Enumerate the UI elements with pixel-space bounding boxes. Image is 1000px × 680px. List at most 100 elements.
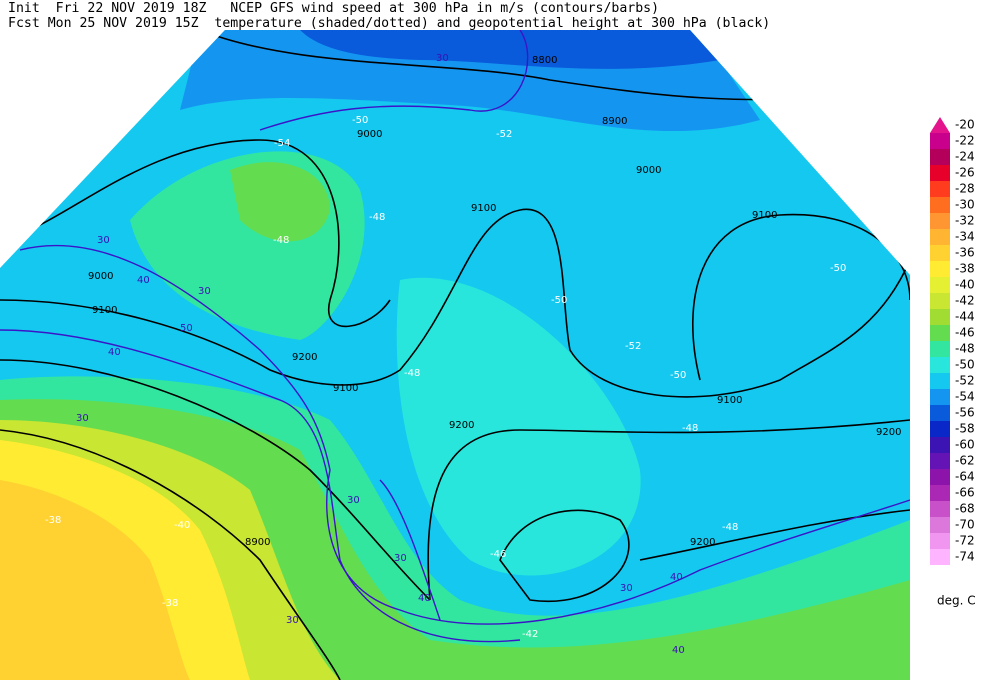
temp-label: -52 bbox=[496, 129, 512, 140]
colorbar-swatch bbox=[930, 437, 950, 453]
colorbar-label: -50 bbox=[955, 358, 975, 372]
height-label: 9000 bbox=[88, 271, 113, 282]
colorbar-swatch bbox=[930, 229, 950, 245]
colorbar-label: -30 bbox=[955, 198, 975, 212]
colorbar-swatch bbox=[930, 517, 950, 533]
colorbar: -20 -22 -24 -26 -28 -30 -32 -34 -36 -38 -40 -42 -44 -… bbox=[930, 117, 975, 565]
temp-label: -38 bbox=[162, 598, 178, 609]
temp-label: -48 bbox=[369, 212, 385, 223]
colorbar-label: -70 bbox=[955, 518, 975, 532]
height-label: 9200 bbox=[876, 427, 901, 438]
colorbar-swatch bbox=[930, 213, 950, 229]
wind-label: 40 bbox=[108, 347, 121, 358]
colorbar-swatch bbox=[930, 293, 950, 309]
colorbar-swatch bbox=[930, 309, 950, 325]
wind-label: 30 bbox=[347, 495, 360, 506]
wind-label: 30 bbox=[436, 53, 449, 64]
header-line: Init Fri 22 NOV 2019 18Z NCEP GFS wind s… bbox=[8, 1, 660, 16]
temp-label: -50 bbox=[670, 370, 686, 381]
colorbar-swatch bbox=[930, 389, 950, 405]
field bbox=[230, 162, 330, 242]
colorbar-label: -48 bbox=[955, 342, 975, 356]
colorbar-label: -40 bbox=[955, 278, 975, 292]
colorbar-label: -20 bbox=[955, 118, 975, 132]
colorbar-swatch bbox=[930, 533, 950, 549]
colorbar-swatch bbox=[930, 373, 950, 389]
temp-label: -48 bbox=[273, 235, 289, 246]
temp-label: -42 bbox=[522, 629, 538, 640]
colorbar-label: -54 bbox=[955, 390, 975, 404]
temp-label: -50 bbox=[830, 263, 846, 274]
wind-label: 50 bbox=[180, 323, 193, 334]
height-label: 9200 bbox=[690, 537, 715, 548]
colorbar-swatch bbox=[930, 405, 950, 421]
wind-label: 40 bbox=[670, 572, 683, 583]
temp-label: -38 bbox=[45, 515, 61, 526]
colorbar-swatch bbox=[930, 149, 950, 165]
colorbar-label: -68 bbox=[955, 502, 975, 516]
colorbar-label: -32 bbox=[955, 214, 975, 228]
colorbar-swatch bbox=[930, 421, 950, 437]
colorbar-swatch bbox=[930, 453, 950, 469]
field bbox=[0, 480, 190, 680]
colorbar-label: -44 bbox=[955, 310, 975, 324]
wind-label: 40 bbox=[672, 645, 685, 656]
colorbar-unit: deg. C bbox=[937, 594, 976, 608]
colorbar-swatch bbox=[930, 277, 950, 293]
colorbar-swatch bbox=[930, 325, 950, 341]
colorbar-swatch bbox=[930, 245, 950, 261]
colorbar-swatch bbox=[930, 549, 950, 565]
colorbar-label: -26 bbox=[955, 166, 975, 180]
height-label: 9100 bbox=[752, 210, 777, 221]
wind-label: 30 bbox=[76, 413, 89, 424]
height-labels: 8800 8900 9000 9000 9100 9100 9100 9200 … bbox=[88, 55, 901, 548]
colorbar-label: -28 bbox=[955, 182, 975, 196]
height-label: 9100 bbox=[471, 203, 496, 214]
colorbar-swatch bbox=[930, 501, 950, 517]
temp-label: -54 bbox=[274, 138, 290, 149]
map-fields bbox=[0, 30, 910, 680]
header-line: Fcst Mon 25 NOV 2019 15Z temperature (sh… bbox=[8, 16, 771, 31]
height-label: 9100 bbox=[717, 395, 742, 406]
wind-label: 30 bbox=[97, 235, 110, 246]
colorbar-arrow bbox=[930, 117, 950, 133]
wind-contours bbox=[0, 30, 910, 643]
height-label: 8900 bbox=[245, 537, 270, 548]
wind-labels: 30 30 40 50 30 40 30 30 30 40 30 40 40 3… bbox=[76, 53, 685, 656]
colorbar-swatch bbox=[930, 341, 950, 357]
temp-label: -48 bbox=[404, 368, 420, 379]
colorbar-label: -62 bbox=[955, 454, 975, 468]
colorbar-swatch bbox=[930, 181, 950, 197]
height-label: 9000 bbox=[357, 129, 382, 140]
colorbar-label: -74 bbox=[955, 550, 975, 564]
colorbar-swatch bbox=[930, 133, 950, 149]
wind-label: 30 bbox=[198, 286, 211, 297]
colorbar-label: -60 bbox=[955, 438, 975, 452]
wind-label: 30 bbox=[394, 553, 407, 564]
height-label: 9100 bbox=[333, 383, 358, 394]
wind-label: 40 bbox=[418, 593, 431, 604]
temp-label: -46 bbox=[490, 549, 506, 560]
colorbar-label: -34 bbox=[955, 230, 975, 244]
height-label: 9000 bbox=[636, 165, 661, 176]
field bbox=[396, 277, 641, 576]
temp-label: -50 bbox=[352, 115, 368, 126]
colorbar-label: -72 bbox=[955, 534, 975, 548]
colorbar-label: -24 bbox=[955, 150, 975, 164]
temp-labels: -50 -52 -48 -48 -50 -52 -50 -48 -46 -48 … bbox=[45, 115, 846, 640]
colorbar-label: -56 bbox=[955, 406, 975, 420]
height-label: 9200 bbox=[449, 420, 474, 431]
colorbar-label: -38 bbox=[955, 262, 975, 276]
wind-label: 30 bbox=[286, 615, 299, 626]
colorbar-label: -58 bbox=[955, 422, 975, 436]
colorbar-swatch bbox=[930, 261, 950, 277]
colorbar-label: -66 bbox=[955, 486, 975, 500]
colorbar-label: -22 bbox=[955, 134, 975, 148]
colorbar-label: -46 bbox=[955, 326, 975, 340]
colorbar-swatch bbox=[930, 165, 950, 181]
colorbar-label: -36 bbox=[955, 246, 975, 260]
wind-label: 30 bbox=[620, 583, 633, 594]
height-label: 8800 bbox=[532, 55, 557, 66]
